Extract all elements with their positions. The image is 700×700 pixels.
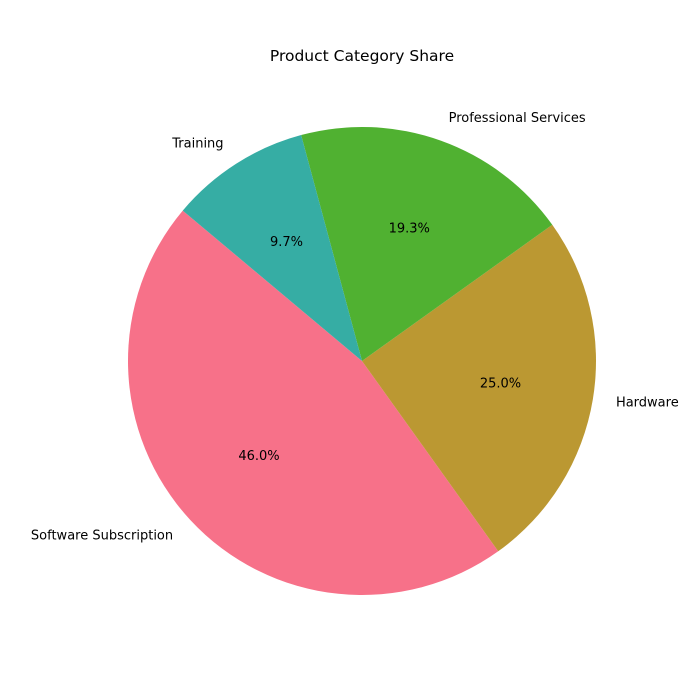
pie-slices <box>127 126 596 595</box>
pie-category-label: Hardware <box>616 396 679 411</box>
pie-slice-software-subscription <box>127 210 499 595</box>
pie-category-label: Training <box>171 137 223 152</box>
pie-percent-label: 25.0% <box>480 376 521 391</box>
pie-category-label: Professional Services <box>449 111 586 126</box>
pie-percent-label: 9.7% <box>270 235 303 250</box>
pie-slice-professional-services <box>301 126 553 361</box>
pie-category-label: Software Subscription <box>31 528 173 543</box>
chart-title: Product Category Share <box>270 47 454 65</box>
pie-labels: 46.0% Software Subscription 25.0% Hardware 1… <box>31 111 679 543</box>
pie-slice-training <box>182 135 362 361</box>
pie-percent-label: 19.3% <box>389 221 430 236</box>
pie-slice-hardware <box>362 224 596 552</box>
pie-percent-label: 46.0% <box>238 449 279 464</box>
